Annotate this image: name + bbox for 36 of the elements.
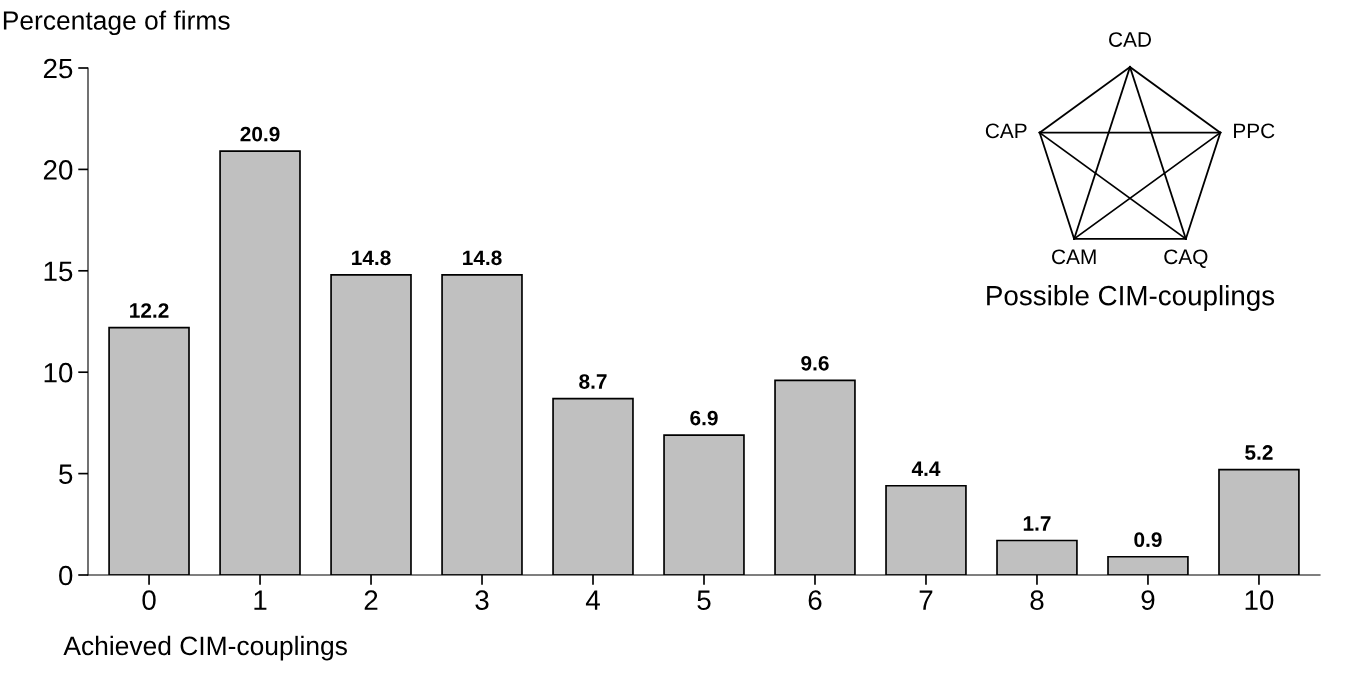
x-tick-label: 2 <box>364 590 378 610</box>
x-tick-label: 6 <box>808 590 822 610</box>
x-tick-label: 10 <box>1245 590 1274 610</box>
data-label: 5.2 <box>1245 445 1273 460</box>
x-tick-label: 1 <box>254 590 267 610</box>
y-tick-label: 20 <box>43 160 73 180</box>
data-label: 14.8 <box>463 250 502 266</box>
data-label: 4.4 <box>911 461 941 476</box>
annotation: CAP <box>985 123 1027 139</box>
annotation: PPC <box>1234 123 1275 139</box>
y-tick-label: 5 <box>59 464 73 484</box>
x-tick-label: 5 <box>697 590 711 610</box>
x-tick-label: 3 <box>475 590 489 610</box>
data-label: 6.9 <box>690 410 718 426</box>
data-label: 9.6 <box>801 355 829 371</box>
annotation: CAQ <box>1164 249 1208 268</box>
annotation: Possible CIM-couplings <box>987 285 1275 311</box>
data-label: 20.9 <box>240 126 280 142</box>
annotation: CAM <box>1052 249 1096 265</box>
data-label: 0.9 <box>1134 532 1162 548</box>
y-tick-label: 25 <box>43 58 73 79</box>
x-axis-title: Achieved CIM-couplings <box>63 635 347 661</box>
x-tick-label: 0 <box>142 590 156 610</box>
x-tick-label: 8 <box>1030 590 1044 610</box>
data-label: 14.8 <box>352 250 391 266</box>
y-tick-label: 0 <box>59 565 73 586</box>
x-tick-label: 9 <box>1141 590 1155 610</box>
x-tick-label: 7 <box>919 590 933 610</box>
y-tick-label: 10 <box>44 362 73 383</box>
text: CAD <box>1109 32 1151 47</box>
y-tick-label: 15 <box>44 261 73 282</box>
data-label: 12.2 <box>130 303 169 318</box>
data-label: 8.7 <box>579 374 607 389</box>
y-axis-title: Percentage of firms <box>3 10 230 36</box>
x-tick-label: 4 <box>585 590 600 610</box>
data-label: 1.7 <box>1023 516 1051 531</box>
